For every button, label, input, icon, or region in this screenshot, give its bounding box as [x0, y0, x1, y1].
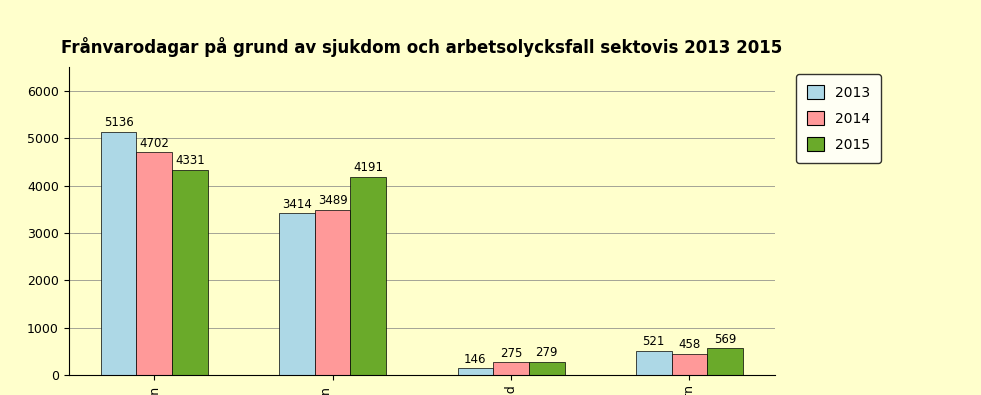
Text: 569: 569 [714, 333, 736, 346]
Bar [529, 362, 564, 375]
Bar [136, 152, 172, 375]
Legend: 2013, 2014, 2015: 2013, 2014, 2015 [796, 74, 881, 163]
Text: 279: 279 [536, 346, 558, 359]
Bar [315, 210, 350, 375]
Bar [101, 132, 136, 375]
Bar [493, 362, 529, 375]
Text: 458: 458 [678, 338, 700, 351]
Bar [636, 350, 672, 375]
Text: 3489: 3489 [318, 194, 347, 207]
Bar [457, 368, 493, 375]
Bar [707, 348, 743, 375]
Text: 5136: 5136 [104, 116, 133, 129]
Text: 275: 275 [500, 346, 522, 359]
Bar [350, 177, 387, 375]
Text: 3414: 3414 [283, 198, 312, 211]
Text: 146: 146 [464, 353, 487, 366]
Bar [280, 213, 315, 375]
Text: 4702: 4702 [139, 137, 169, 150]
Text: 4331: 4331 [175, 154, 205, 167]
Bar [672, 354, 707, 375]
Title: Frånvarodagar på grund av sjukdom och arbetsolycksfall sektovis 2013 2015: Frånvarodagar på grund av sjukdom och ar… [61, 37, 783, 57]
Text: 4191: 4191 [353, 161, 384, 174]
Text: 521: 521 [643, 335, 665, 348]
Bar [172, 170, 208, 375]
